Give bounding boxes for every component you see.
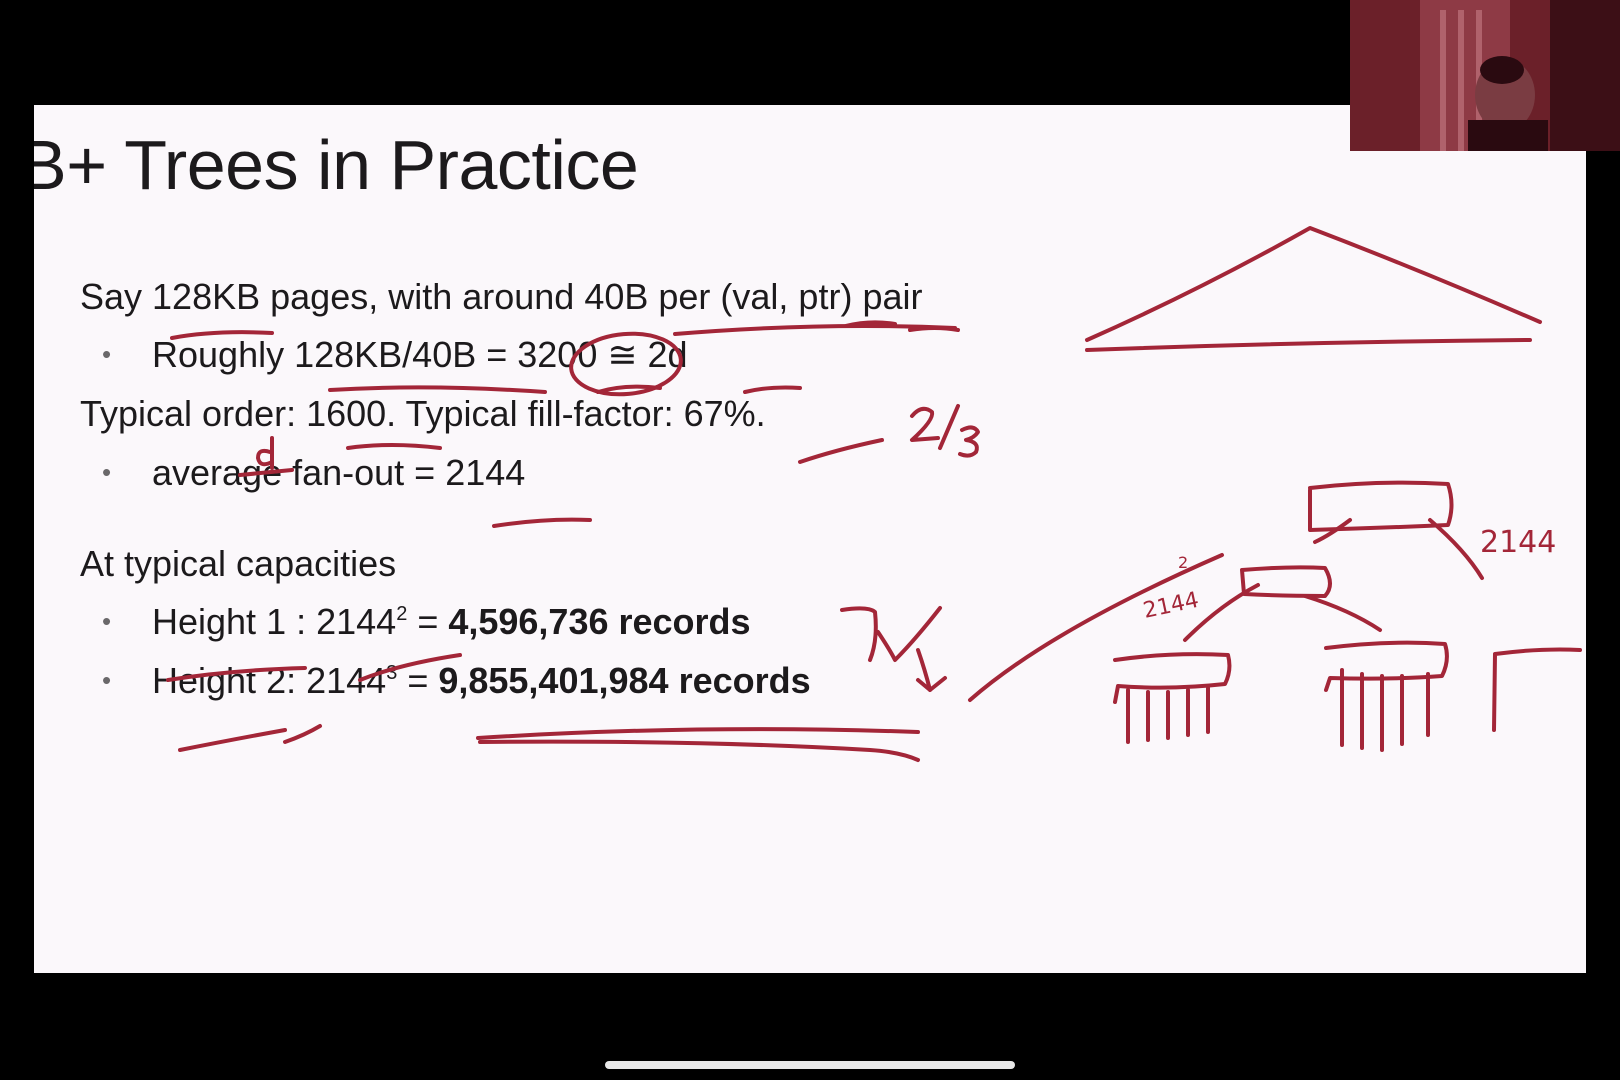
bullet-glyph: • (102, 665, 112, 695)
height1-equals: = (407, 601, 449, 642)
height1-result: 4,596,736 records (448, 601, 751, 642)
webcam-image (1350, 0, 1620, 151)
height2-bullet: Height 2: 21443 = 9,855,401,984 records (152, 660, 811, 702)
height1-bullet: Height 1 : 21442 = 4,596,736 records (152, 601, 751, 643)
bullet-glyph: • (102, 339, 112, 369)
roughly-bullet: Roughly 128KB/40B = 3200 ≅ 2d (152, 334, 688, 375)
slide-title: B+ Trees in Practice (34, 126, 639, 204)
fanout-bullet: average fan-out = 2144 (152, 452, 526, 493)
capacities-line: At typical capacities (80, 543, 397, 584)
pages-line: Say 128KB pages, with around 40B per (va… (80, 276, 923, 317)
bullet-glyph: • (102, 606, 112, 636)
order-line: Typical order: 1600. Typical fill-factor… (80, 393, 766, 434)
height1-exponent: 2 (396, 603, 408, 625)
height2-expression: Height 2: 2144 (152, 660, 387, 701)
bullet-glyph: • (102, 457, 112, 487)
height1-expression: Height 1 : 2144 (152, 601, 397, 642)
slide: B+ Trees in Practice Say 128KB pages, wi… (34, 105, 1586, 973)
height2-exponent: 3 (386, 662, 398, 684)
presenter-webcam (1350, 0, 1620, 151)
height2-equals: = (397, 660, 439, 701)
home-indicator[interactable] (605, 1061, 1015, 1069)
height2-result: 9,855,401,984 records (438, 660, 811, 701)
